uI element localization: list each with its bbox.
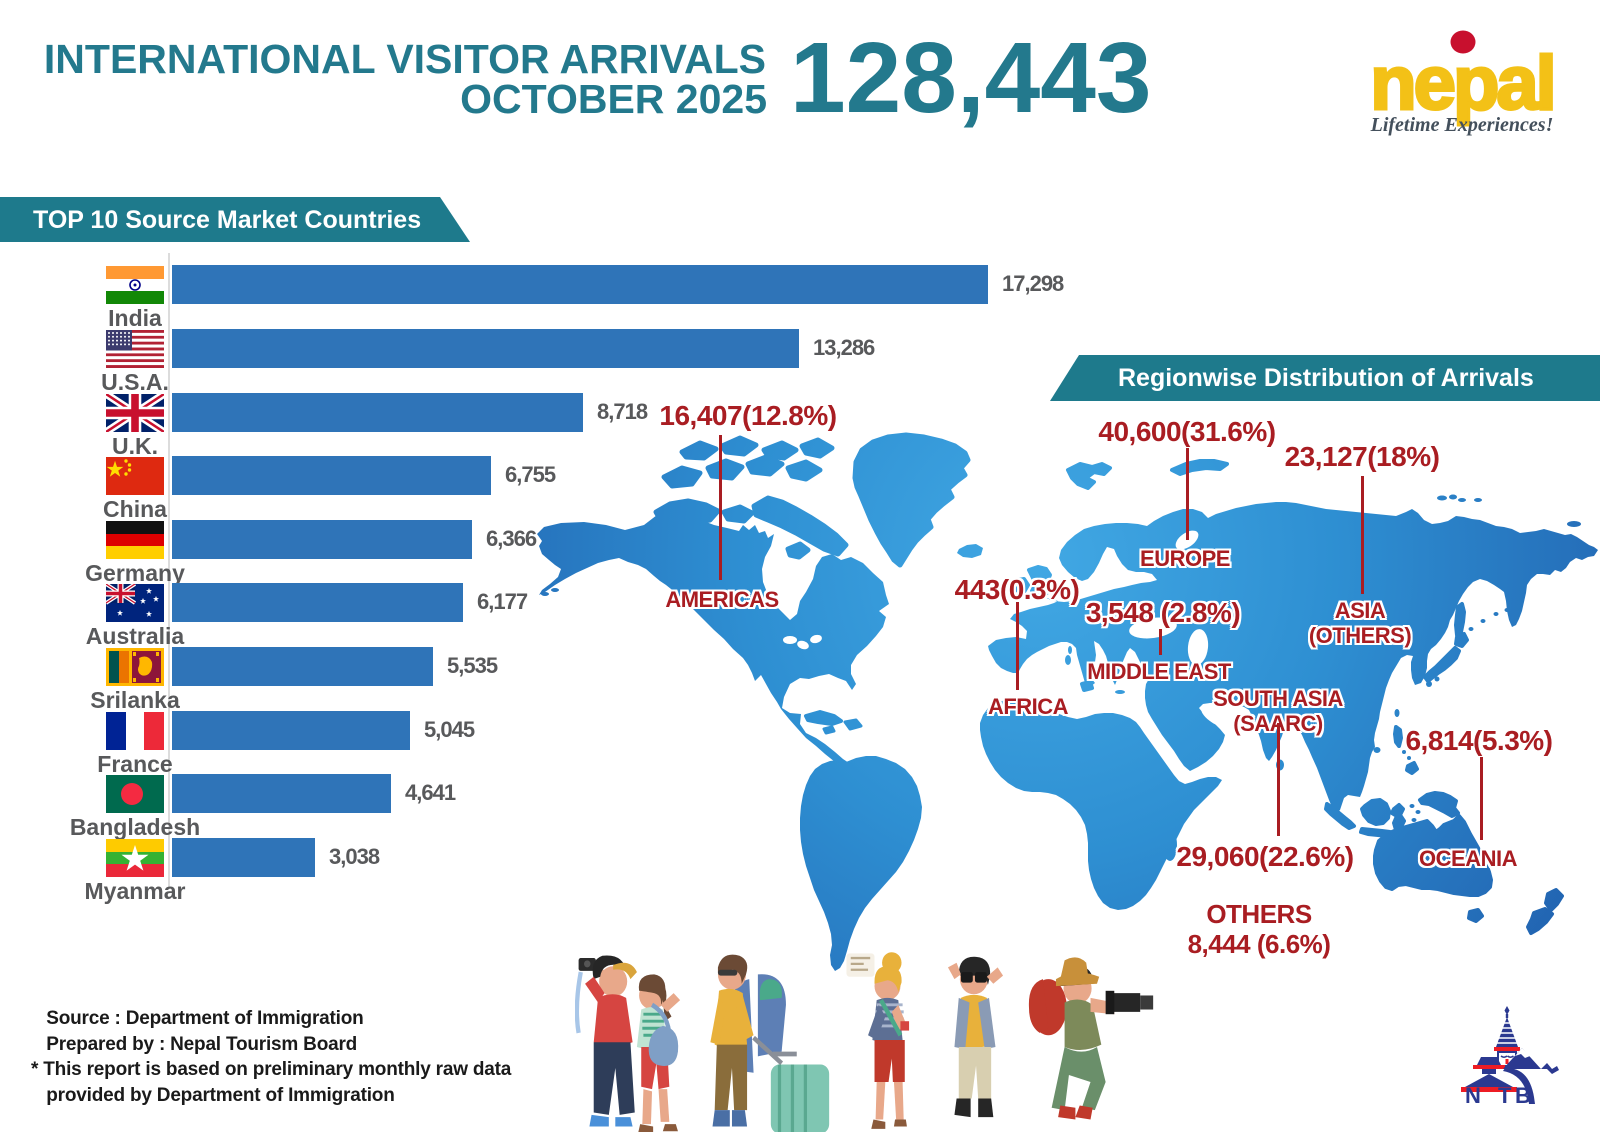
svg-text:N: N bbox=[1465, 1083, 1481, 1105]
svg-text:Lifetime Experiences!: Lifetime Experiences! bbox=[1370, 114, 1554, 136]
svg-text:nepal: nepal bbox=[1370, 41, 1554, 126]
svg-text:T: T bbox=[1498, 1083, 1512, 1105]
svg-text:B: B bbox=[1515, 1083, 1531, 1105]
